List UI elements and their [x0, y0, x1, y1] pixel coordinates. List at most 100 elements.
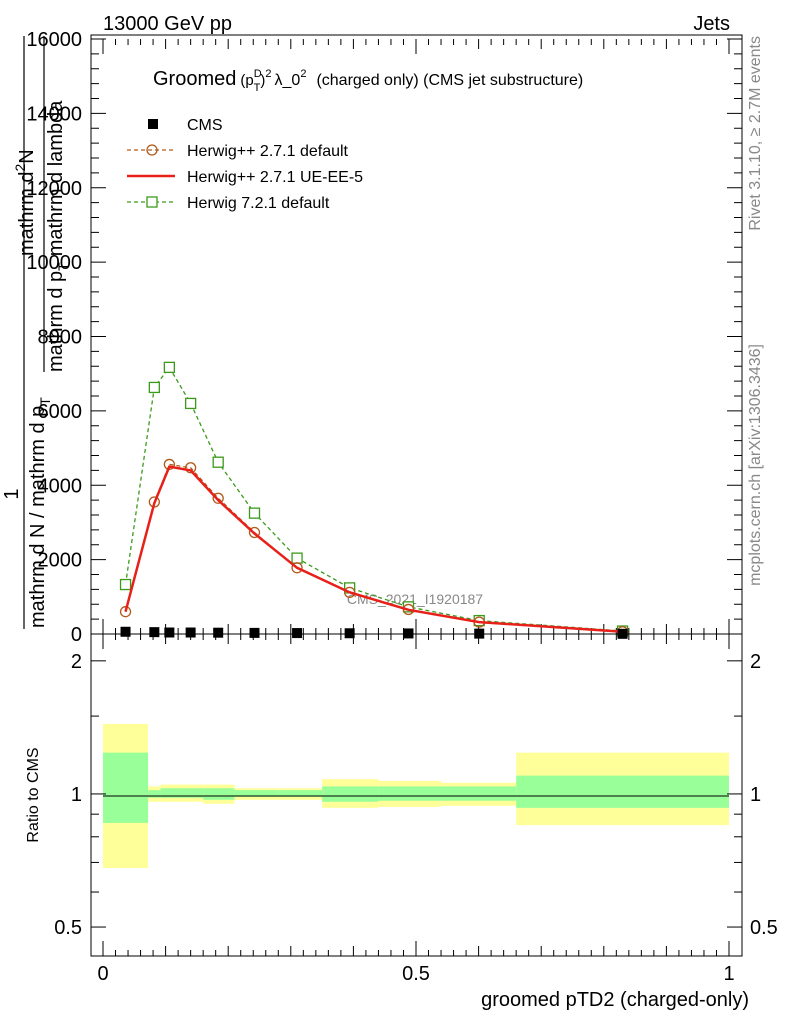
main-y-tick-label: 0 [71, 624, 82, 646]
legend-marker-herwig7 [146, 196, 158, 208]
ylabel-numerator: mathrm d2N [12, 149, 38, 256]
ratio-y-tick-label: 0.5 [54, 917, 82, 939]
main-axis-ticks [91, 38, 742, 635]
chart-title: Groomed (pD T)2 λ_02 (charged only) (CMS jet… [153, 68, 583, 94]
main-y-tick-label: 10000 [26, 252, 82, 274]
x-axis-label: groomed pTD2 (charged-only) [481, 989, 749, 1011]
data-point-cms [249, 627, 260, 638]
ratio-panel: 0.5 0.5 1 1 2 2 0 0.5 1 Ratio to CMS groomed pTD… [25, 633, 778, 1011]
ratio-inner-band [378, 786, 442, 801]
title-sup-d: D [254, 68, 262, 80]
legend-label-herwig-ueee5: Herwig++ 2.7.1 UE-EE-5 [187, 169, 363, 186]
ylabel-den-sub: T [55, 262, 71, 271]
svg-text:mathrm d N / mathrm d pT: mathrm d N / mathrm d pT [27, 397, 53, 628]
data-point-herwig7 [119, 578, 132, 591]
legend-marker-herwig-default [146, 144, 158, 156]
data-point-cms [120, 626, 131, 637]
x-tick-label: 0.5 [402, 963, 430, 985]
ylabel-den: mathrm d p [45, 271, 67, 372]
ratio-inner-band [234, 790, 279, 797]
ratio-inner-band [148, 790, 161, 798]
ratio-inner-band [203, 788, 235, 800]
ratio-y-tick-label-right: 0.5 [750, 917, 778, 939]
main-y-tick-label: 6000 [38, 401, 83, 423]
series-line-2 [124, 465, 623, 634]
data-point-herwig7 [184, 397, 197, 410]
legend-label-herwig-default: Herwig++ 2.7.1 default [187, 143, 349, 160]
data-point-herwig7 [163, 361, 176, 374]
title-close: ) [260, 72, 265, 89]
data-point-cms [403, 628, 414, 639]
ylabel-den2: mathrm d lambda [45, 100, 67, 256]
data-point-cms [213, 627, 224, 638]
ratio-y-tick-label: 1 [71, 784, 82, 806]
legend-item-herwig-ueee5: Herwig++ 2.7.1 UE-EE-5 [127, 169, 363, 186]
ratio-y-tick-label-right: 2 [750, 651, 761, 673]
main-y-tick-label: 4000 [38, 475, 83, 497]
svg-text:mathrm d2N: mathrm d2N [12, 149, 38, 256]
main-y-tick-label: 2000 [38, 550, 83, 572]
main-y-axis-label: 1 mathrm d N / mathrm d pT mathrm d2N ma… [1, 36, 71, 629]
legend-label-cms: CMS [187, 117, 223, 134]
ratio-inner-band [516, 775, 729, 808]
data-point-cms [292, 628, 303, 639]
ratio-axis-ticks [91, 634, 742, 956]
ylabel-num-sup: 2 [12, 164, 28, 172]
ratio-bands [103, 723, 729, 868]
main-y-tick-label: 8000 [38, 327, 83, 349]
x-tick-label: 0 [97, 963, 108, 985]
title-lambda-sup: 2 [300, 68, 306, 80]
ratio-y-axis-label: Ratio to CMS [25, 747, 42, 842]
legend-marker-cms [148, 119, 158, 129]
main-y-tick-label: 14000 [26, 103, 82, 125]
data-point-cms [185, 627, 196, 638]
rivet-version-label: Rivet 3.1.10, ≥ 2.7M events [747, 36, 764, 231]
data-point-cms [164, 627, 175, 638]
header-left: 13000 GeV pp [103, 13, 232, 35]
data-point-herwig7 [248, 507, 261, 519]
title-pre: Groomed [153, 68, 236, 90]
x-tick-label: 1 [723, 963, 734, 985]
ylabel-denominator: mathrm d pTmathrm d lambda [45, 100, 71, 372]
data-point-herwig-default [119, 606, 132, 618]
data-point-cms [149, 627, 160, 638]
legend-item-cms: CMS [148, 117, 223, 134]
ylabel-bottom-line: mathrm d N / mathrm d pT [27, 397, 53, 628]
legend-item-herwig-default: Herwig++ 2.7.1 default [127, 143, 349, 160]
analysis-watermark: CMS_2021_I1920187 [347, 591, 483, 607]
title-lambda: λ_0 [275, 72, 301, 89]
header-right: Jets [693, 13, 730, 35]
data-point-herwig-default [212, 492, 224, 504]
data-point-herwig-default [343, 586, 356, 598]
ylabel-line1: mathrm d N / mathrm d p [27, 406, 49, 628]
title-p: (p [240, 72, 253, 89]
title-rest: (charged only) (CMS jet substructure) [316, 72, 583, 89]
ylabel-frac-top: 1 [1, 488, 23, 499]
title-sub-t: T [254, 82, 261, 94]
main-y-tick-label: 12000 [26, 178, 82, 200]
data-point-cms [344, 628, 355, 639]
ratio-inner-band [441, 786, 517, 801]
main-y-tick-label: 16000 [26, 29, 82, 51]
main-y-tick-labels: 0 2000 4000 6000 8000 10000 12000 14000 16000 [26, 29, 82, 646]
data-point-herwig-default [291, 562, 303, 574]
ylabel-line1-sub: T [37, 397, 53, 406]
data-point-herwig7 [148, 381, 160, 394]
ratio-inner-band [103, 752, 149, 823]
ratio-y-tick-label-right: 1 [750, 784, 761, 806]
main-series-group [119, 361, 629, 639]
ratio-y-tick-label: 2 [71, 651, 82, 673]
ratio-tick-labels: 0.5 0.5 1 1 2 2 0 0.5 1 [54, 651, 778, 985]
svg-text:mathrm d pTmathrm d lambda: mathrm d pTmathrm d lambda [45, 100, 71, 372]
legend-label-herwig7: Herwig 7.2.1 default [187, 195, 330, 212]
data-point-herwig7 [291, 552, 303, 564]
data-point-herwig-default [248, 526, 261, 539]
ylabel-num: mathrm d [16, 172, 38, 256]
main-panel: 0 2000 4000 6000 8000 10000 12000 14000 16000 1 … [1, 29, 743, 646]
ylabel-num-n: N [16, 149, 38, 163]
data-point-herwig-default [184, 462, 197, 474]
ratio-inner-band [322, 786, 379, 802]
ratio-inner-band [160, 788, 179, 798]
legend: CMS Herwig++ 2.7.1 default Herwig++ 2.7.… [127, 117, 363, 212]
